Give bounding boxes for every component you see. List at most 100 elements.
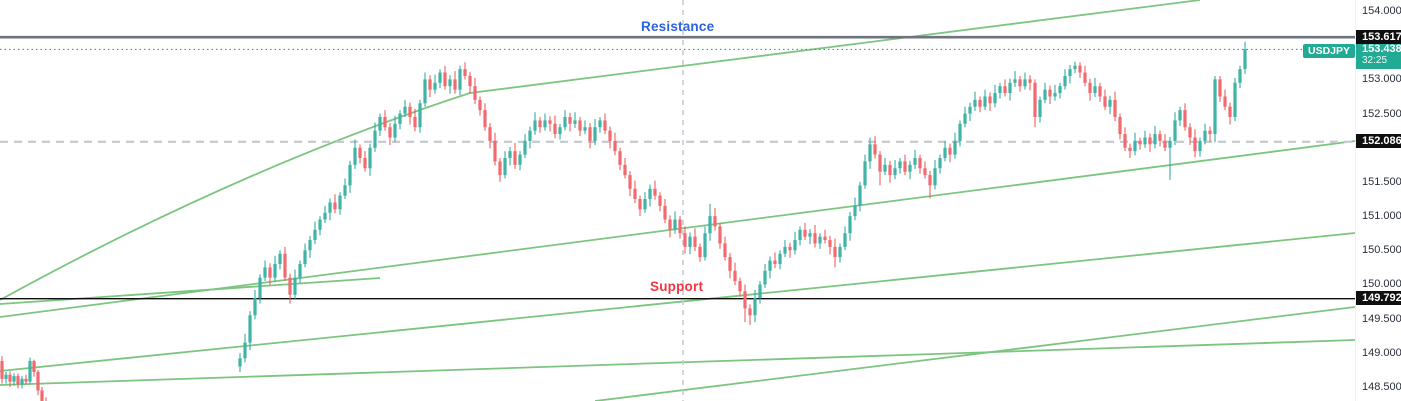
candle-body <box>1003 86 1007 94</box>
candle-body <box>243 342 247 359</box>
candle-body <box>338 195 342 210</box>
candle-body <box>4 374 8 379</box>
candle-body <box>468 75 472 87</box>
candle-body <box>0 361 4 379</box>
candle-body <box>913 157 917 165</box>
candle-body <box>1168 140 1172 148</box>
candle-body <box>16 376 20 385</box>
candle-body <box>258 277 262 299</box>
support-label[interactable]: Support <box>650 279 704 294</box>
candle-body <box>448 79 452 87</box>
candle-body <box>40 390 44 401</box>
candle-body <box>1183 110 1187 128</box>
candle-body <box>28 361 32 382</box>
candle-body <box>1093 86 1097 94</box>
candle-body <box>1068 69 1072 76</box>
candle-body <box>998 86 1002 94</box>
price-axis-tick: 154.000 <box>1362 5 1401 17</box>
price-axis-panel[interactable]: 153.438 32:25 154.000 153.000 152.500 151.5… <box>1355 0 1401 401</box>
resistance-label[interactable]: Resistance <box>641 19 715 34</box>
trendline-short-segment <box>0 277 381 305</box>
candle-body <box>953 140 957 155</box>
candle-body <box>1138 140 1142 145</box>
candle-body <box>1108 99 1112 107</box>
candle-body <box>1078 65 1082 73</box>
candle-body <box>873 144 877 155</box>
candle-body <box>698 246 702 258</box>
trendline-steep-curved-trendline <box>0 0 1201 301</box>
candle-body <box>723 243 727 258</box>
candle-body <box>843 233 847 247</box>
candle-body <box>1073 65 1077 70</box>
candle-body <box>1058 86 1062 94</box>
candle-body <box>603 120 607 131</box>
trendline-channel-mid-long <box>0 232 1356 372</box>
candle-body <box>318 219 322 230</box>
candle-body <box>418 103 422 128</box>
candle-body <box>788 246 792 251</box>
candle-body <box>608 130 612 141</box>
candle-body <box>1163 140 1167 148</box>
candle-body <box>803 229 807 237</box>
candle-body <box>408 106 412 117</box>
candle-body <box>943 147 947 158</box>
symbol-tag: USDJPY <box>1303 44 1356 58</box>
candle-body <box>928 175 932 186</box>
candle-body <box>503 157 507 176</box>
candle-body <box>728 257 732 271</box>
price-axis-tick: 150.500 <box>1362 244 1401 257</box>
candle-body <box>898 161 902 169</box>
candle-body <box>778 253 782 264</box>
candle-body <box>743 291 747 309</box>
candle-body <box>678 219 682 234</box>
price-axis-tick: 150.000 <box>1362 278 1401 291</box>
candle-body <box>288 277 292 295</box>
candle-body <box>363 157 367 169</box>
candle-body <box>483 110 487 128</box>
price-axis-tick: 149.500 <box>1362 312 1401 325</box>
candle-body <box>493 140 497 162</box>
candle-body <box>863 161 867 186</box>
candle-body <box>773 260 777 264</box>
candle-body <box>413 116 417 128</box>
candle-body <box>848 216 852 234</box>
candle-body <box>248 315 252 343</box>
candle-body <box>328 202 332 213</box>
candle-body <box>868 144 872 162</box>
candle-body <box>963 113 967 124</box>
candles-left-cluster <box>0 356 47 401</box>
trendlines-layer[interactable] <box>0 0 1356 401</box>
candle-body <box>768 260 772 271</box>
candle-body <box>958 123 962 141</box>
candle-body <box>423 79 427 104</box>
price-axis-tick: 149.000 <box>1362 346 1401 359</box>
candle-body <box>20 378 24 385</box>
candle-body <box>1103 96 1107 107</box>
candle-body <box>653 188 657 196</box>
candle-body <box>908 164 912 172</box>
candle-body <box>818 236 822 244</box>
candle-body <box>283 253 287 278</box>
price-axis-tick: 151.000 <box>1362 210 1401 223</box>
candle-body <box>753 298 757 316</box>
candle-body <box>808 233 812 237</box>
candle-body <box>828 240 832 247</box>
candle-body <box>403 106 407 114</box>
candle-body <box>718 226 722 244</box>
candle-body <box>473 86 477 100</box>
candle-body <box>1218 79 1222 97</box>
candle-body <box>1083 72 1087 83</box>
candle-body <box>513 151 517 165</box>
candle-body <box>12 376 16 382</box>
candle-body <box>938 157 942 169</box>
candle-body <box>293 277 297 295</box>
candle-body <box>303 250 307 264</box>
candle-body <box>993 93 997 104</box>
candle-body <box>343 185 347 196</box>
candle-body <box>923 168 927 176</box>
price-axis-tick: 153.000 <box>1362 73 1401 86</box>
candle-body <box>758 284 762 299</box>
candle-body <box>428 79 432 90</box>
candle-body <box>823 236 827 241</box>
